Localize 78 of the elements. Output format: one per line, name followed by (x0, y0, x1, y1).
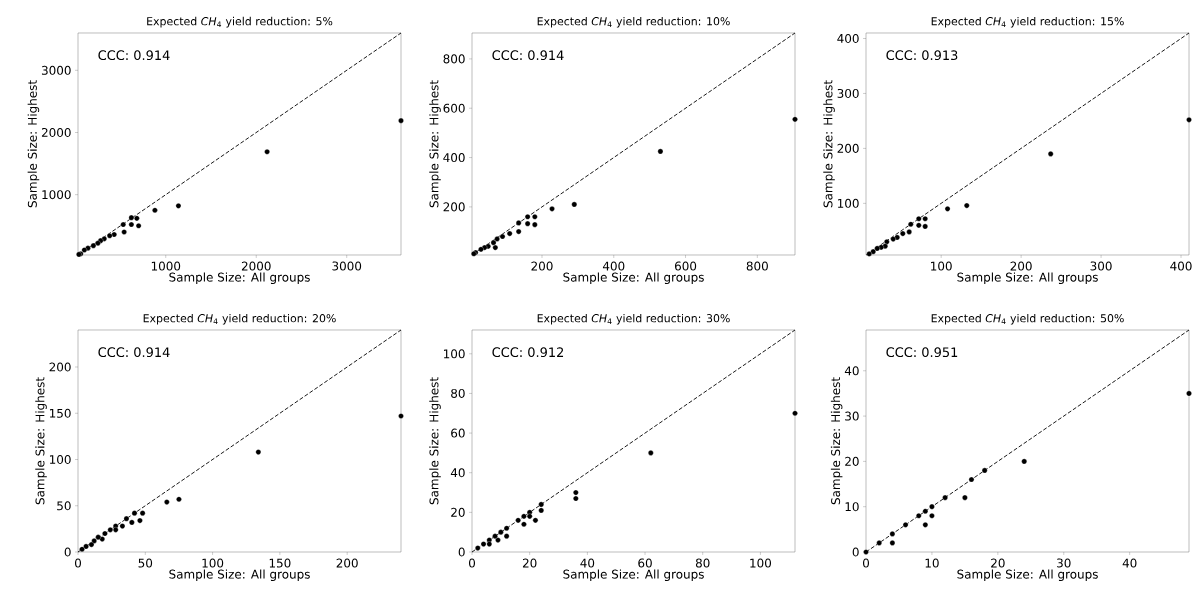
y-axis-title: Sample Size: Highest (429, 377, 441, 505)
chart-title: Expected CH$_{4}$ yield reduction: 15% (931, 16, 1124, 28)
x-tick-label: 800 (746, 261, 768, 271)
annotation: CCC: 0.912 (492, 347, 564, 358)
y-tick-label: 30 (845, 411, 859, 421)
x-tick-label: 0 (74, 558, 82, 568)
x-axis-title: Sample Size: All groups (169, 272, 310, 284)
y-tick-label: 400 (837, 33, 859, 44)
x-tick-label: 200 (531, 261, 553, 271)
y-tick-label: 150 (49, 408, 71, 418)
annotation: CCC: 0.951 (886, 347, 958, 358)
x-axis-title: Sample Size: All groups (957, 569, 1098, 581)
x-axis-title: Sample Size: All groups (563, 272, 704, 284)
chart-title: Expected CH$_{4}$ yield reduction: 10% (537, 16, 730, 28)
x-tick-label: 50 (138, 558, 153, 568)
y-tick-label: 40 (844, 366, 859, 376)
y-tick-label: 50 (57, 501, 71, 511)
y-axis-title: Sample Size: Highest (830, 377, 843, 505)
y-tick-label: 10 (845, 502, 859, 512)
chart-title: Expected CH$_{4}$ yield reduction: 50% (931, 313, 1124, 325)
x-tick-label: 40 (580, 558, 595, 568)
annotation: CCC: 0.914 (492, 50, 564, 61)
chart-title: Expected CH$_{4}$ yield reduction: 5% (147, 16, 333, 28)
y-tick-label: 200 (443, 202, 465, 212)
x-tick-label: 0 (862, 558, 870, 568)
annotation: CCC: 0.914 (98, 347, 170, 358)
annotation: CCC: 0.913 (886, 50, 958, 61)
x-tick-label: 60 (638, 558, 652, 568)
x-axis-title: Sample Size: All groups (957, 272, 1098, 284)
y-tick-label: 100 (838, 198, 859, 208)
y-axis-title: Sample Size: Highest (823, 80, 835, 208)
y-tick-label: 1000 (42, 190, 71, 200)
x-tick-label: 10 (925, 558, 939, 568)
x-tick-label: 1000 (151, 261, 181, 271)
x-tick-label: 20 (991, 558, 1005, 568)
y-tick-label: 60 (451, 428, 465, 438)
x-tick-label: 200 (1010, 261, 1032, 271)
y-tick-label: 3000 (41, 65, 71, 75)
y-tick-label: 2000 (41, 127, 71, 138)
y-tick-label: 400 (443, 153, 465, 163)
y-tick-label: 0 (458, 547, 465, 557)
x-tick-label: 400 (1170, 261, 1192, 271)
x-tick-label: 30 (1057, 558, 1071, 568)
annotation: CCC: 0.914 (98, 50, 170, 61)
y-tick-label: 40 (450, 468, 465, 478)
x-tick-label: 300 (1090, 261, 1112, 271)
y-tick-label: 20 (845, 456, 859, 466)
x-axis-title: Sample Size: All groups (169, 569, 310, 581)
y-tick-label: 20 (451, 507, 465, 517)
y-tick-label: 80 (451, 388, 465, 398)
y-tick-label: 200 (837, 143, 859, 153)
y-tick-label: 100 (443, 349, 465, 359)
x-tick-label: 40 (1122, 558, 1137, 568)
x-tick-label: 0 (468, 558, 476, 568)
x-tick-label: 400 (602, 261, 625, 271)
x-tick-label: 600 (674, 261, 697, 271)
y-tick-label: 300 (837, 88, 859, 98)
x-tick-label: 20 (522, 558, 537, 568)
y-tick-label: 800 (443, 54, 465, 64)
x-tick-label: 150 (269, 558, 291, 568)
y-tick-label: 200 (49, 362, 71, 372)
x-tick-label: 80 (695, 558, 710, 568)
y-tick-label: 0 (64, 547, 71, 557)
y-axis-title: Sample Size: Highest (35, 377, 47, 505)
x-tick-label: 100 (750, 558, 772, 568)
y-tick-label: 100 (49, 454, 71, 465)
y-axis-title: Sample Size: Highest (27, 80, 40, 208)
chart-title: Expected CH$_{4}$ yield reduction: 20% (143, 313, 336, 325)
x-tick-label: 3000 (332, 261, 362, 271)
y-tick-label: 0 (852, 547, 859, 557)
x-tick-label: 200 (336, 558, 358, 568)
x-tick-label: 100 (931, 261, 952, 271)
x-tick-label: 2000 (241, 261, 271, 271)
y-axis-title: Sample Size: Highest (429, 80, 441, 208)
y-tick-label: 600 (443, 103, 465, 113)
x-axis-title: Sample Size: All groups (563, 569, 704, 581)
x-tick-label: 100 (202, 558, 224, 568)
chart-title: Expected CH$_{4}$ yield reduction: 30% (537, 313, 730, 325)
